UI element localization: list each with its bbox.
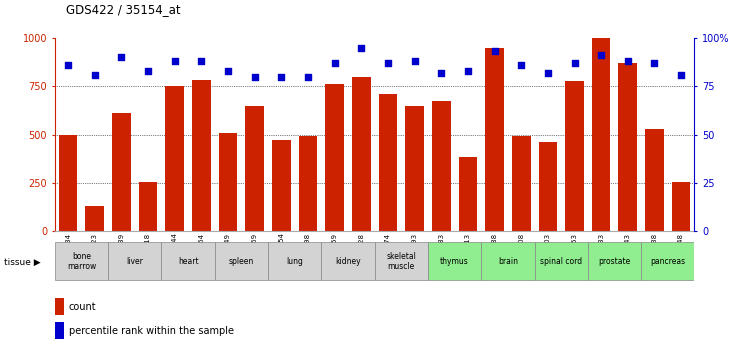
FancyBboxPatch shape (481, 242, 534, 280)
Text: spinal cord: spinal cord (540, 257, 583, 266)
Bar (432, 101, 450, 231)
FancyBboxPatch shape (374, 242, 428, 280)
Point (436, 70, 447, 76)
FancyBboxPatch shape (322, 242, 374, 280)
FancyBboxPatch shape (534, 242, 588, 280)
Point (409, 58, 420, 64)
Point (489, 49, 501, 54)
Bar (219, 132, 238, 231)
Text: brain: brain (498, 257, 518, 266)
FancyBboxPatch shape (268, 242, 322, 280)
Point (648, 60, 660, 66)
Text: bone
marrow: bone marrow (67, 252, 96, 271)
Point (89, 72, 101, 77)
Text: percentile rank within the sample: percentile rank within the sample (69, 326, 234, 336)
Bar (352, 77, 371, 231)
Bar (246, 106, 264, 231)
Point (222, 68, 234, 73)
Point (515, 62, 527, 68)
Text: prostate: prostate (599, 257, 631, 266)
Point (249, 74, 260, 79)
Text: tissue ▶: tissue ▶ (4, 258, 40, 267)
Text: thymus: thymus (440, 257, 469, 266)
Point (382, 60, 394, 66)
Bar (485, 48, 504, 231)
Point (62, 62, 74, 68)
FancyBboxPatch shape (162, 242, 215, 280)
Point (115, 55, 127, 60)
Point (569, 60, 580, 66)
Point (595, 52, 607, 58)
Text: count: count (69, 302, 96, 312)
Bar (272, 140, 291, 231)
Bar (672, 182, 691, 231)
Point (329, 60, 341, 66)
Point (675, 72, 687, 77)
Text: spleen: spleen (229, 257, 254, 266)
Text: heart: heart (178, 257, 198, 266)
FancyBboxPatch shape (428, 242, 481, 280)
Bar (592, 38, 610, 231)
Point (355, 45, 367, 50)
Point (462, 68, 474, 73)
Bar (112, 113, 131, 231)
Point (276, 74, 287, 79)
Point (622, 58, 634, 64)
Bar (645, 129, 664, 231)
Text: skeletal
muscle: skeletal muscle (387, 252, 416, 271)
Bar (55, 298, 64, 315)
FancyBboxPatch shape (641, 242, 694, 280)
Bar (299, 137, 317, 231)
Bar (165, 86, 184, 231)
Point (169, 58, 181, 64)
Bar (325, 84, 344, 231)
Bar (405, 106, 424, 231)
FancyBboxPatch shape (55, 242, 108, 280)
Text: kidney: kidney (336, 257, 361, 266)
Point (302, 74, 314, 79)
Bar (458, 157, 477, 231)
Bar (86, 206, 104, 231)
FancyBboxPatch shape (588, 242, 641, 280)
Text: lung: lung (287, 257, 303, 266)
Point (196, 58, 208, 64)
Bar (192, 80, 211, 231)
Bar (55, 322, 64, 339)
Text: GDS422 / 35154_at: GDS422 / 35154_at (66, 3, 181, 17)
Bar (139, 182, 157, 231)
Bar (58, 135, 77, 231)
Bar (565, 81, 584, 231)
Point (542, 70, 553, 76)
Text: pancreas: pancreas (651, 257, 686, 266)
Text: liver: liver (126, 257, 143, 266)
Bar (618, 63, 637, 231)
FancyBboxPatch shape (215, 242, 268, 280)
Point (143, 68, 154, 73)
Bar (512, 137, 531, 231)
Bar (539, 142, 557, 231)
Bar (379, 94, 397, 231)
FancyBboxPatch shape (108, 242, 162, 280)
